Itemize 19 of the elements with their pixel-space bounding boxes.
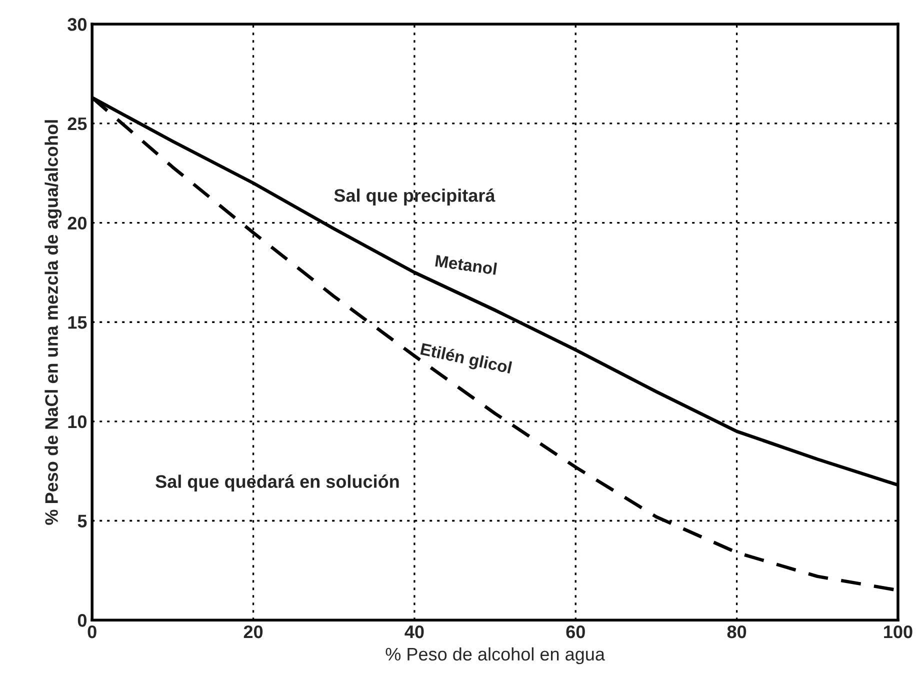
y-axis-title: % Peso de NaCl en una mezcla de agua/alcohol	[44, 120, 62, 525]
x-tick-label: 80	[727, 625, 746, 638]
text: Etilén glicol	[420, 342, 512, 377]
y-tick-label: 30	[68, 18, 86, 31]
x-tick-label: 60	[566, 625, 585, 638]
x-tick-label: 100	[884, 625, 912, 638]
x-tick-label: 40	[404, 625, 424, 638]
x-tick-label: 0	[88, 625, 96, 638]
x-tick-label: 20	[244, 625, 263, 638]
x-axis-title: % Peso de alcohol en agua	[386, 647, 605, 664]
y-tick-label: 0	[78, 614, 86, 627]
text: Metanol	[435, 254, 497, 275]
y-tick-label: 15	[68, 316, 87, 329]
y-tick-label: 25	[68, 117, 87, 130]
y-tick-label: 20	[68, 216, 86, 230]
annotation: Sal que precipitará	[334, 188, 496, 206]
y-tick-label: 5	[78, 514, 87, 528]
annotation: Sal que quedará en solución	[156, 474, 399, 492]
y-tick-label: 10	[68, 415, 86, 428]
